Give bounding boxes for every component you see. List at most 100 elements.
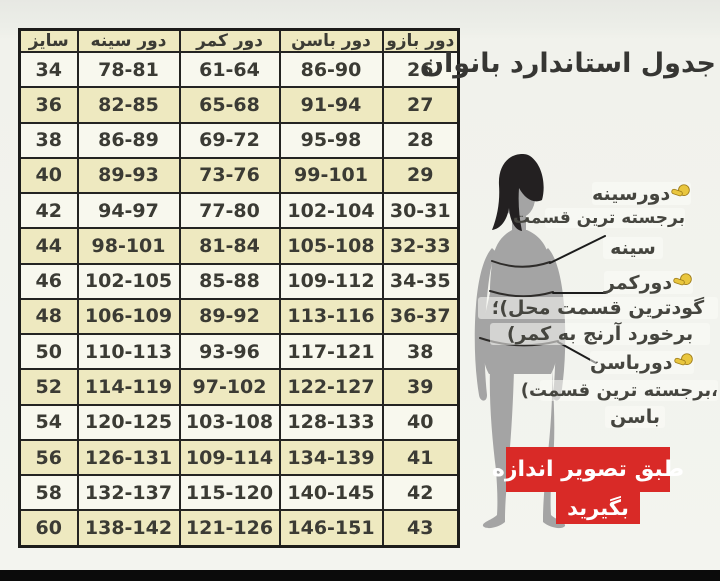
bust-pointer-line: [549, 235, 606, 264]
table-row: 36 82-85 65-68 91-94 27: [18, 86, 460, 124]
table-cell: 89-93: [76, 156, 181, 195]
figure-right-leg: [518, 368, 566, 529]
table-row: 40 89-93 73-76 99-101 29: [18, 156, 460, 195]
pointing-hand-icon: [673, 271, 693, 294]
table-cell: 109-114: [178, 438, 281, 477]
table-cell: 105-108: [278, 227, 384, 265]
table-cell: 126-131: [76, 438, 181, 477]
table-cell: 117-121: [278, 333, 384, 371]
size-table: سایز دور سینه دور کمر دور باسن دور بازو 34 78…: [18, 28, 460, 548]
bust-note-line1: برجسته ترین قسمت: [512, 208, 685, 228]
bottom-black-bar: [0, 570, 720, 581]
table-cell: 61-64: [178, 50, 281, 89]
table-cell: 77-80: [178, 192, 281, 230]
table-cell: 103-108: [178, 403, 281, 441]
bust-note-line2: سینه: [603, 237, 663, 259]
table-cell: 140-145: [278, 474, 384, 512]
hip-annotation-label: دورباسن: [590, 351, 694, 374]
table-row: 54 120-125 103-108 128-133 40: [18, 403, 460, 441]
table-cell: 95-98: [278, 121, 384, 159]
table-cell: 28: [381, 121, 460, 159]
table-cell: 40: [381, 403, 460, 441]
hip-note-line1: ،برجسته ترین قسمت): [520, 380, 718, 401]
table-cell: 32-33: [381, 227, 460, 265]
table-cell: 73-76: [178, 156, 281, 195]
pointing-hand-icon: [673, 351, 694, 374]
table-cell: 42: [381, 474, 460, 512]
table-cell: 56: [18, 438, 79, 477]
figure-right-arm: [544, 248, 566, 401]
measure-banner-line2: بگیرید: [556, 492, 640, 524]
figure-left-arm: [474, 248, 496, 401]
waist-note-line2: برخورد آرنج به کمر): [490, 323, 710, 345]
bust-label-text: دورسینه: [592, 182, 671, 205]
table-cell: 93-96: [178, 333, 281, 371]
table-cell: 34: [18, 50, 79, 89]
table-cell: 34-35: [381, 262, 460, 300]
table-cell: 102-105: [76, 262, 181, 300]
table-row: 38 86-89 69-72 95-98 28: [18, 121, 460, 159]
table-cell: 30-31: [381, 192, 460, 230]
table-cell: 91-94: [278, 86, 384, 124]
table-cell: 48: [18, 297, 79, 336]
table-cell: 65-68: [178, 86, 281, 124]
waist-note-line1: گودترین قسمت محل)؛: [478, 297, 718, 319]
column-header: دور سینه: [76, 28, 181, 53]
table-cell: 121-126: [178, 509, 281, 548]
table-cell: 86-89: [76, 121, 181, 159]
table-row: 58 132-137 115-120 140-145 42: [18, 474, 460, 512]
table-cell: 38: [381, 333, 460, 371]
measure-banner-line1: طبق تصویر اندازه: [492, 447, 684, 492]
table-body: 34 78-81 61-64 86-90 26 36 82-85 65-68 91-94 27 38…: [18, 50, 460, 548]
pointing-hand-icon: [671, 182, 691, 205]
table-cell: 29: [381, 156, 460, 195]
table-cell: 27: [381, 86, 460, 124]
table-cell: 54: [18, 403, 79, 441]
table-cell: 106-109: [76, 297, 181, 336]
table-cell: 60: [18, 509, 79, 548]
table-cell: 40: [18, 156, 79, 195]
table-cell: 85-88: [178, 262, 281, 300]
table-cell: 113-116: [278, 297, 384, 336]
table-cell: 36: [18, 86, 79, 124]
page-title: جدول استاندارد بانوان: [420, 48, 716, 79]
waist-label-text: دورکمر: [604, 271, 673, 294]
table-cell: 98-101: [76, 227, 181, 265]
hip-note-line2: باسن: [605, 406, 665, 428]
table-cell: 97-102: [178, 368, 281, 406]
table-cell: 78-81: [76, 50, 181, 89]
table-cell: 120-125: [76, 403, 181, 441]
table-cell: 110-113: [76, 333, 181, 371]
figure-hair: [492, 154, 544, 231]
table-cell: 46: [18, 262, 79, 300]
table-row: 46 102-105 85-88 109-112 34-35: [18, 262, 460, 300]
table-row: 34 78-81 61-64 86-90 26: [18, 50, 460, 89]
table-cell: 102-104: [278, 192, 384, 230]
table-cell: 89-92: [178, 297, 281, 336]
table-row: 50 110-113 93-96 117-121 38: [18, 333, 460, 371]
table-cell: 82-85: [76, 86, 181, 124]
table-cell: 134-139: [278, 438, 384, 477]
table-cell: 146-151: [278, 509, 384, 548]
table-row: 48 106-109 89-92 113-116 36-37: [18, 297, 460, 336]
column-header: دور باسن: [278, 28, 384, 53]
table-cell: 43: [381, 509, 460, 548]
hip-pointer-line: [557, 341, 597, 364]
table-cell: 132-137: [76, 474, 181, 512]
table-cell: 52: [18, 368, 79, 406]
table-row: 42 94-97 77-80 102-104 30-31: [18, 192, 460, 230]
table-cell: 50: [18, 333, 79, 371]
header-row: سایز دور سینه دور کمر دور باسن دور بازو: [18, 28, 460, 53]
table-cell: 86-90: [278, 50, 384, 89]
table-cell: 109-112: [278, 262, 384, 300]
column-header: سایز: [18, 28, 79, 53]
table-row: 44 98-101 81-84 105-108 32-33: [18, 227, 460, 265]
column-header: دور کمر: [178, 28, 281, 53]
table-header: سایز دور سینه دور کمر دور باسن دور بازو: [18, 28, 460, 53]
waist-measure-line: [489, 290, 554, 298]
table-cell: 38: [18, 121, 79, 159]
table-row: 52 114-119 97-102 122-127 39: [18, 368, 460, 406]
table-cell: 99-101: [278, 156, 384, 195]
table-cell: 39: [381, 368, 460, 406]
